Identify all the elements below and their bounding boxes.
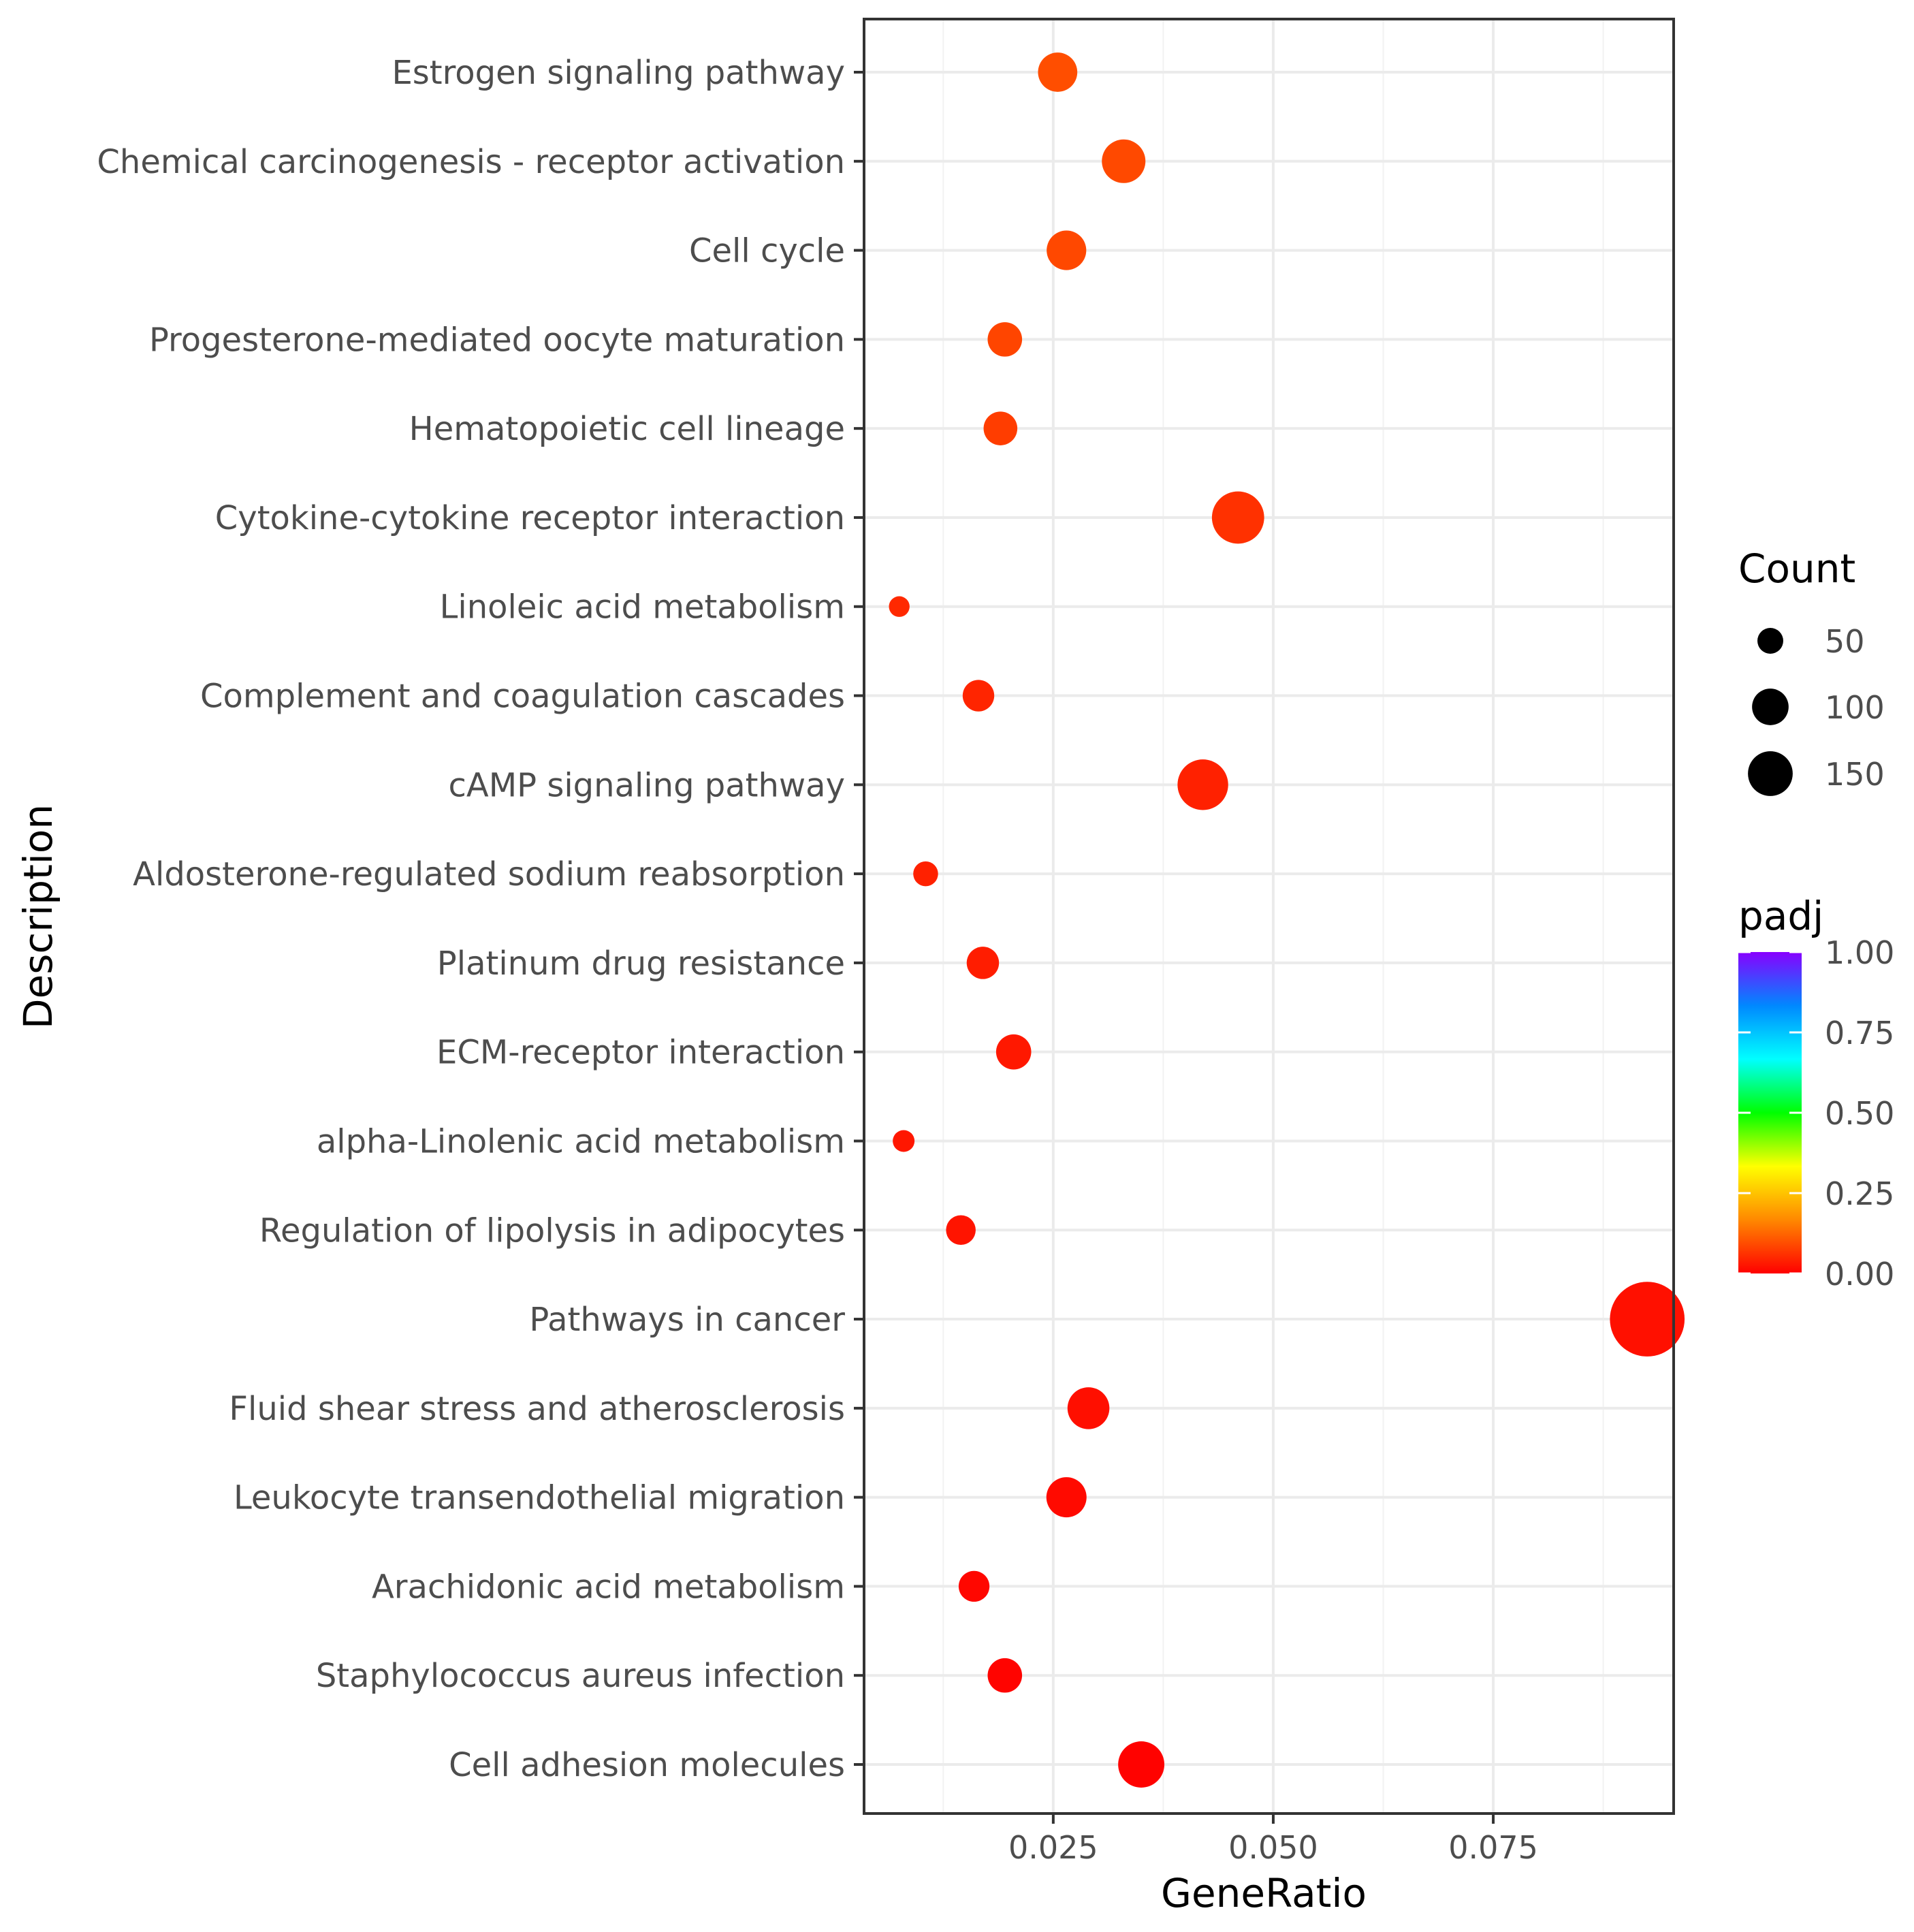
- data-point: [962, 680, 995, 712]
- colorbar-tick-label: 0.25: [1825, 1175, 1894, 1212]
- y-tick-label: Leukocyte transendothelial migration: [234, 1479, 845, 1517]
- color-legend-title: padj: [1738, 893, 1823, 939]
- x-tick-label: 0.050: [1228, 1829, 1318, 1866]
- y-tick-label: Chemical carcinogenesis - receptor activ…: [97, 143, 845, 181]
- y-tick-label: Complement and coagulation cascades: [200, 678, 845, 716]
- size-legend: Count 50 100 150: [1738, 545, 1885, 796]
- size-legend-label: 150: [1825, 756, 1885, 793]
- y-axis-title: Description: [15, 804, 61, 1029]
- panel-border: [863, 18, 1675, 1815]
- data-point: [889, 596, 910, 617]
- data-point: [893, 1130, 915, 1152]
- data-point: [995, 1034, 1032, 1070]
- colorbar-tick-label: 1.00: [1825, 934, 1894, 971]
- data-point: [983, 411, 1018, 445]
- data-point: [913, 861, 938, 887]
- data-point: [1067, 1387, 1110, 1429]
- y-tick-label: Progesterone-mediated oocyte maturation: [149, 321, 845, 359]
- y-axis: Estrogen signaling pathway Chemical carci…: [97, 54, 864, 1784]
- data-point: [966, 947, 1000, 979]
- data-point: [1610, 1282, 1685, 1357]
- y-tick-label: Estrogen signaling pathway: [392, 54, 845, 92]
- points-layer: [889, 52, 1685, 1788]
- x-axis-title: GeneRatio: [1161, 1870, 1367, 1916]
- y-tick-label: cAMP signaling pathway: [448, 766, 845, 804]
- size-legend-key: [1748, 751, 1793, 796]
- y-tick-label: Fluid shear stress and atherosclerosis: [229, 1390, 845, 1428]
- y-tick-label: Aldosterone-regulated sodium reabsorptio…: [133, 855, 845, 893]
- y-tick-label: Platinum drug resistance: [437, 945, 845, 983]
- y-tick-label: ECM-receptor interaction: [436, 1034, 845, 1072]
- x-tick-label: 0.075: [1448, 1829, 1538, 1866]
- size-legend-label: 100: [1825, 689, 1885, 726]
- y-tick-label: Linoleic acid metabolism: [440, 588, 845, 627]
- data-point: [1046, 1477, 1087, 1518]
- data-point: [1118, 1741, 1165, 1788]
- colorbar-tick-label: 0.00: [1825, 1256, 1894, 1293]
- size-legend-key: [1757, 628, 1783, 654]
- data-point: [987, 1658, 1023, 1693]
- y-tick-label: Cytokine-cytokine receptor interaction: [215, 499, 845, 537]
- data-point: [1177, 759, 1228, 810]
- y-tick-label: Hematopoietic cell lineage: [409, 410, 845, 448]
- y-tick-label: Staphylococcus aureus infection: [316, 1657, 845, 1695]
- data-point: [1047, 230, 1087, 270]
- data-point: [1038, 52, 1078, 92]
- size-legend-label: 50: [1825, 623, 1865, 660]
- y-tick-label: Cell cycle: [689, 232, 845, 270]
- color-legend: padj 1.00 0.75 0.50 0.25 0.00: [1738, 893, 1894, 1293]
- data-point: [1102, 139, 1146, 183]
- x-axis: 0.025 0.050 0.075: [1008, 1814, 1538, 1866]
- y-tick-label: alpha-Linolenic acid metabolism: [317, 1122, 845, 1160]
- y-tick-label: Pathways in cancer: [529, 1301, 845, 1339]
- y-tick-label: Arachidonic acid metabolism: [372, 1568, 845, 1606]
- y-tick-label: Cell adhesion molecules: [449, 1746, 845, 1784]
- data-point: [987, 322, 1023, 357]
- data-point: [1211, 491, 1264, 544]
- size-legend-title: Count: [1738, 545, 1855, 592]
- data-point: [958, 1570, 990, 1602]
- data-point: [946, 1215, 976, 1246]
- size-legend-key: [1752, 688, 1789, 725]
- y-tick-label: Regulation of lipolysis in adipocytes: [259, 1212, 845, 1250]
- colorbar-tick-label: 0.75: [1825, 1015, 1894, 1051]
- x-tick-label: 0.025: [1008, 1829, 1098, 1866]
- colorbar-tick-label: 0.50: [1825, 1095, 1894, 1132]
